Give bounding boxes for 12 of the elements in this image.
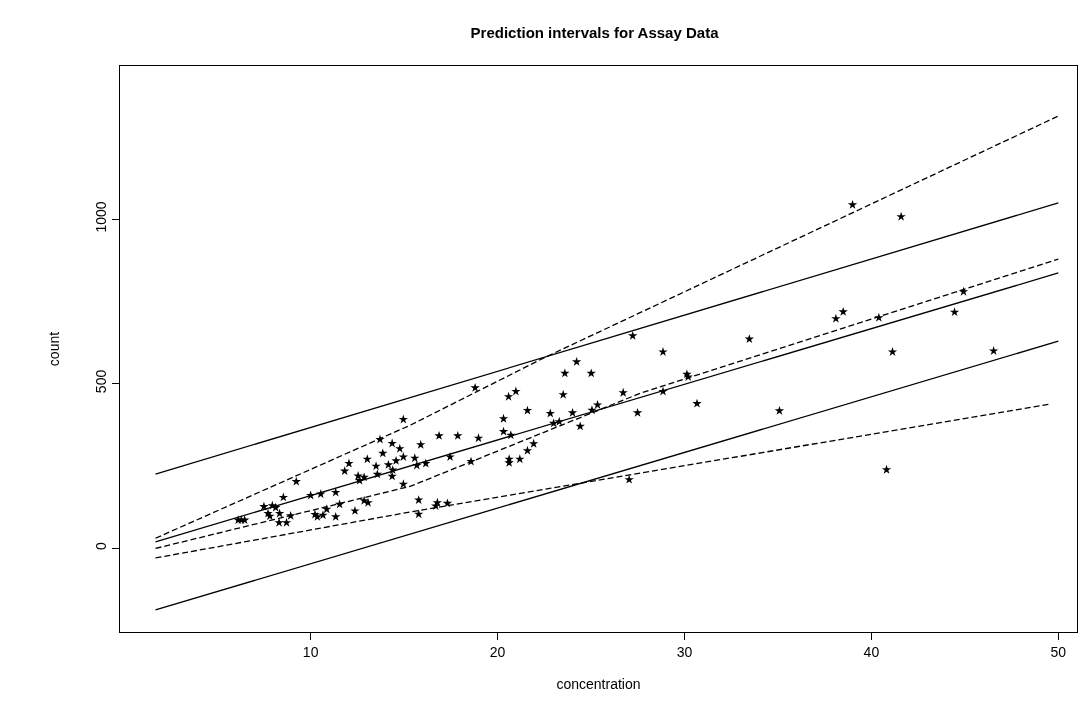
chart-title: Prediction intervals for Assay Data — [470, 23, 720, 41]
y-tick-label: 1000 — [93, 201, 110, 233]
y-tick-label: 0 — [93, 541, 110, 550]
x-tick-label: 50 — [1050, 643, 1067, 660]
y-axis-title: count — [46, 331, 62, 367]
x-tick-label: 30 — [676, 643, 693, 660]
x-tick-label: 40 — [863, 643, 880, 660]
x-tick-label: 10 — [302, 643, 319, 660]
line-series — [154, 115, 1059, 539]
y-tick-label: 500 — [93, 369, 110, 394]
x-tick-label: 20 — [489, 643, 506, 660]
x-axis-title: concentration — [556, 676, 641, 693]
